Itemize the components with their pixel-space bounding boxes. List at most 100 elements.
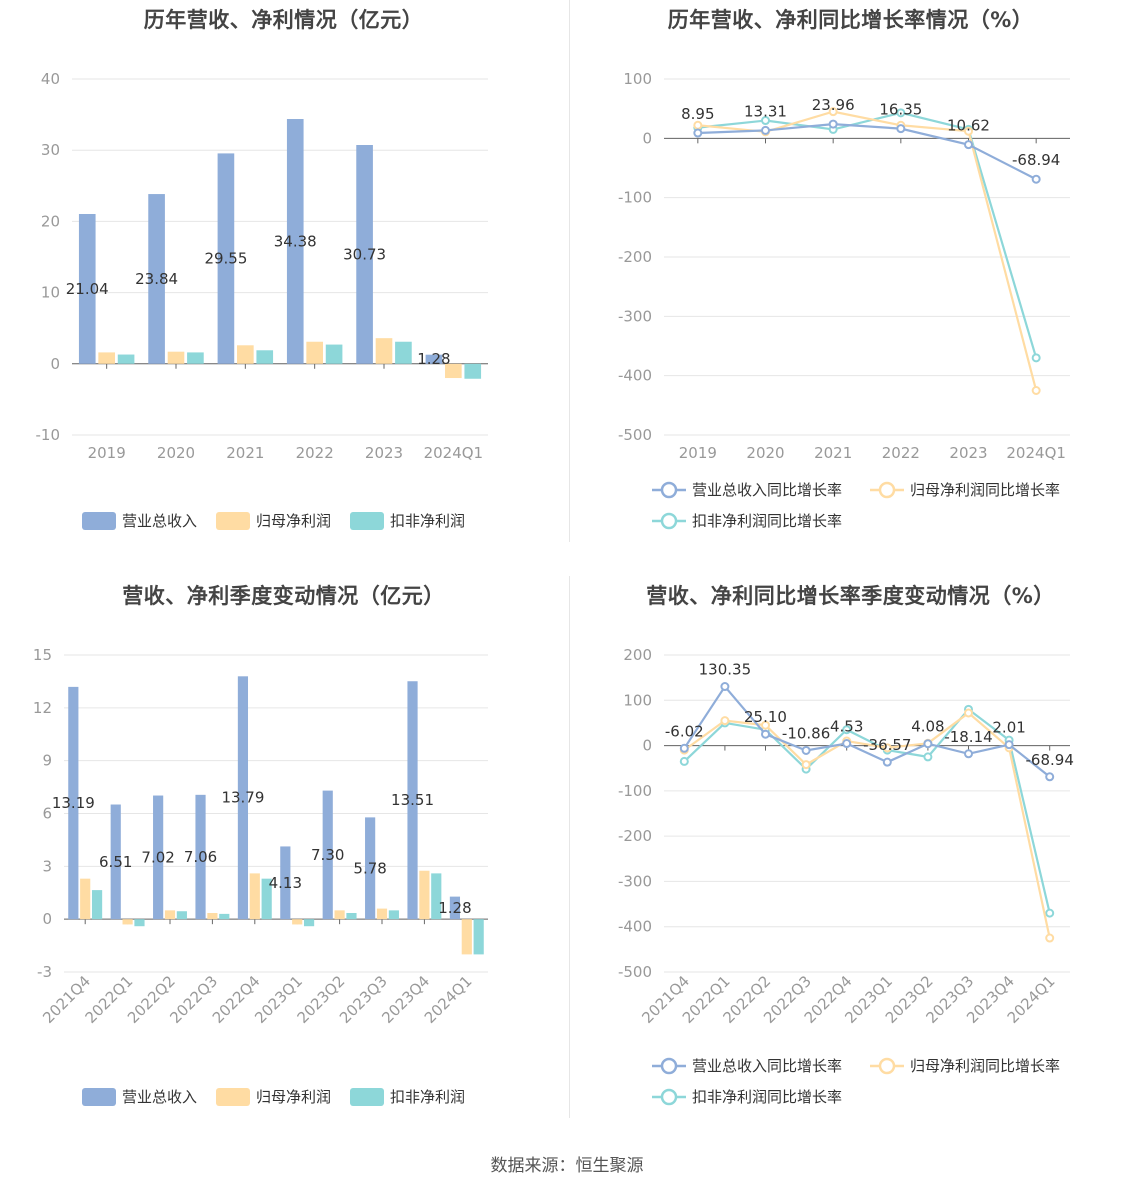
bar-net-profit xyxy=(80,878,91,920)
bar-net-profit xyxy=(122,919,133,925)
series-line xyxy=(697,111,1038,359)
x-tick-label: 2023 xyxy=(949,444,987,462)
bar-revenue xyxy=(217,153,235,364)
legend-label: 营业总收入 xyxy=(122,1088,197,1106)
series-point xyxy=(801,760,811,770)
legend-label: 扣非净利润同比增长率 xyxy=(692,512,842,530)
series-point xyxy=(964,708,973,718)
bar-revenue xyxy=(280,846,291,920)
annual-amount-panel: 历年营收、净利情况（亿元） -10 0 10 20 30 40 2019 2020 2021 20… xyxy=(0,0,567,576)
bar-deducted-profit xyxy=(303,919,315,927)
bar-revenue xyxy=(110,804,121,920)
legend-swatch xyxy=(350,1088,384,1106)
series-point xyxy=(923,739,933,749)
bar-deducted-profit xyxy=(395,341,412,364)
series-point xyxy=(1045,908,1055,918)
data-label: 8.95 xyxy=(681,105,714,123)
series-point xyxy=(720,682,730,692)
data-label: 4.53 xyxy=(830,718,863,736)
bar-net-profit xyxy=(98,352,115,364)
data-label: 34.38 xyxy=(274,232,317,250)
y-tick-label: -300 xyxy=(618,307,652,325)
y-tick-label: -100 xyxy=(618,189,652,207)
data-label: 4.08 xyxy=(911,718,944,736)
annual-growth-chart: -500 -400 -300 -200 -100 0 100 2019 2020 2021 2022… xyxy=(618,70,1070,530)
series-point xyxy=(761,720,770,730)
data-label: 13.19 xyxy=(52,794,95,812)
bar-deducted-profit xyxy=(473,919,484,955)
bar-deducted-profit xyxy=(134,919,145,927)
y-tick-label: 12 xyxy=(33,699,52,717)
series-point xyxy=(923,752,933,762)
series-point xyxy=(1004,740,1014,750)
data-label: 4.13 xyxy=(269,874,302,892)
x-tick-label: 2022 xyxy=(296,444,334,462)
bar-net-profit xyxy=(306,341,323,364)
data-label: 13.31 xyxy=(744,102,787,120)
y-tick-label: -400 xyxy=(618,367,652,385)
data-label: 1.28 xyxy=(417,350,450,368)
bar-revenue xyxy=(237,676,249,920)
panel-divider xyxy=(569,576,570,1118)
x-tick-label: 2021 xyxy=(814,444,852,462)
series-point xyxy=(761,116,770,126)
data-label: 30.73 xyxy=(343,245,386,263)
legend-label: 扣非净利润 xyxy=(390,1088,465,1106)
series-point xyxy=(842,725,852,735)
y-tick-label: -100 xyxy=(618,782,652,800)
bar-deducted-profit xyxy=(256,350,274,364)
y-tick-label: -500 xyxy=(618,426,652,444)
bar-revenue xyxy=(322,790,333,920)
data-label: 1.28 xyxy=(438,899,471,917)
x-tick-label: 2023 xyxy=(365,444,403,462)
legend-swatch xyxy=(216,1088,250,1106)
y-tick-label: 6 xyxy=(42,805,52,823)
bar-deducted-profit xyxy=(388,910,399,920)
chart-title: 营收、净利季度变动情况（亿元） xyxy=(122,584,445,608)
series-point xyxy=(679,756,689,766)
data-label: 7.02 xyxy=(141,848,174,866)
legend-swatch-marker xyxy=(878,1057,896,1075)
bar-deducted-profit xyxy=(91,890,103,920)
y-tick-label: -300 xyxy=(618,872,652,890)
bar-revenue xyxy=(365,817,376,920)
y-tick-label: 15 xyxy=(33,646,52,664)
legend-swatch-marker xyxy=(878,481,896,499)
series-point xyxy=(1031,174,1041,184)
bar-deducted-profit xyxy=(176,911,187,920)
x-tick-label: 2022 xyxy=(882,444,920,462)
series-point xyxy=(761,125,770,135)
data-label: 23.84 xyxy=(135,270,178,288)
legend-label: 营业总收入 xyxy=(122,512,197,530)
bar-revenue xyxy=(78,213,96,364)
bar-deducted-profit xyxy=(431,873,442,920)
bar-net-profit xyxy=(249,873,260,920)
data-label: 16.35 xyxy=(879,101,922,119)
series-point xyxy=(693,128,703,138)
bar-net-profit xyxy=(445,363,462,379)
bar-net-profit xyxy=(207,913,218,920)
legend-label: 营业总收入同比增长率 xyxy=(692,481,842,499)
y-tick-label: 40 xyxy=(41,70,60,88)
bar-net-profit xyxy=(376,908,388,920)
data-label: 10.62 xyxy=(947,117,990,135)
data-label: 6.51 xyxy=(99,853,132,871)
y-tick-label: -10 xyxy=(36,426,61,444)
data-label: 13.79 xyxy=(221,789,264,807)
bar-net-profit xyxy=(164,910,176,920)
bar-deducted-profit xyxy=(117,354,135,364)
legend-label: 营业总收入同比增长率 xyxy=(692,1057,842,1075)
y-tick-label: -500 xyxy=(618,963,652,981)
legend-swatch xyxy=(350,512,384,530)
series-point xyxy=(842,739,852,749)
bar-revenue xyxy=(449,896,461,920)
series-point xyxy=(882,743,892,753)
series-point xyxy=(896,124,906,134)
legend-swatch-marker xyxy=(660,512,678,530)
bar-net-profit xyxy=(167,351,185,364)
bar-revenue xyxy=(195,794,206,920)
quarterly-amount-chart: -3036912152021Q42022Q12022Q22022Q32022Q4… xyxy=(33,646,488,1106)
y-tick-label: -3 xyxy=(37,963,52,981)
data-label: 130.35 xyxy=(699,661,752,679)
data-label: 2.01 xyxy=(992,719,1025,737)
